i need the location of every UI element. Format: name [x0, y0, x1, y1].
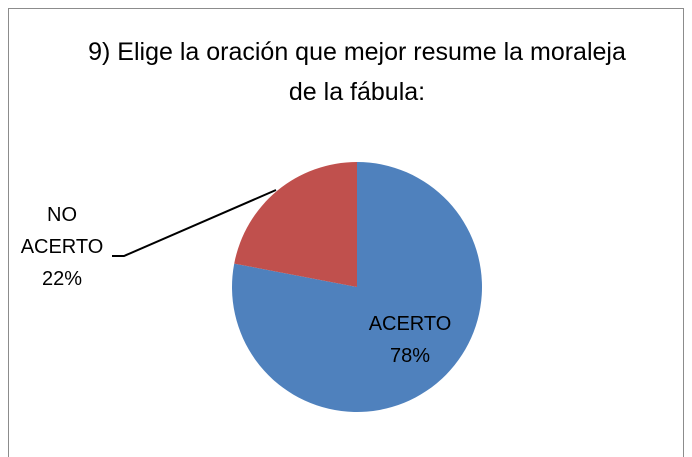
pie — [232, 162, 482, 412]
chart-title: 9) Elige la oración que mejor resume la … — [88, 38, 626, 106]
slice-category-label: NO ACERTO — [20, 204, 104, 258]
slice-value-label: 78% — [389, 345, 431, 367]
slice-value-label: 22% — [41, 268, 83, 290]
slice-category-label: ACERTO — [368, 313, 452, 335]
pie-slice — [234, 162, 357, 287]
leader-line — [112, 189, 277, 257]
